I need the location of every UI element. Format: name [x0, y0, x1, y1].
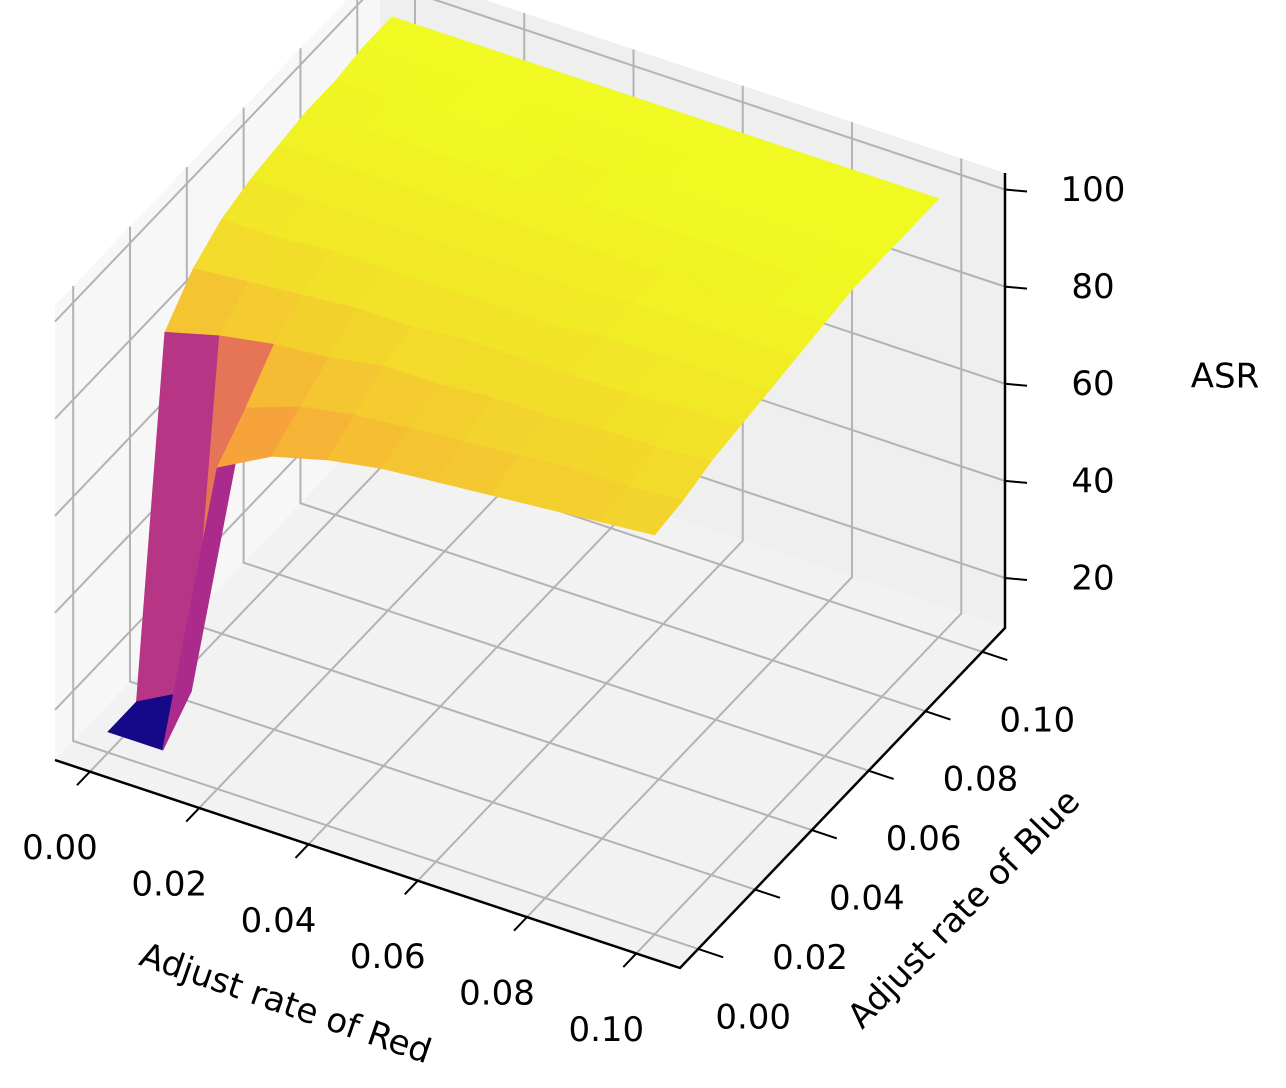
axis-line [54, 173, 1007, 970]
z-tick [1004, 285, 1028, 290]
z-tick-label: 100 [1061, 170, 1126, 210]
floor-pane [55, 420, 1005, 968]
y-tick-label: 0.04 [829, 879, 905, 919]
y-tick [697, 948, 724, 959]
z-tick-label: 80 [1071, 267, 1114, 307]
y-tick [811, 829, 838, 840]
y-tick-label: 0.08 [943, 760, 1019, 800]
z-tick [1004, 479, 1028, 484]
z-tick [1004, 188, 1028, 193]
y-tick [868, 769, 894, 780]
x-tick-label: 0.00 [22, 828, 98, 868]
x-tick-label: 0.10 [568, 1010, 644, 1050]
x-tick [404, 880, 419, 896]
surface [107, 16, 940, 751]
y-tick [981, 650, 1008, 662]
y-tick-label: 0.00 [715, 997, 791, 1037]
y-tick-label: 0.06 [886, 819, 962, 859]
x-tick [294, 843, 310, 859]
y-tick [925, 710, 951, 721]
y-tick-label: 0.10 [999, 700, 1075, 740]
grid-line [54, 0, 1006, 323]
x-tick [622, 952, 638, 968]
x-tick-label: 0.04 [241, 901, 317, 941]
x-tick-label: 0.02 [131, 865, 207, 905]
x-tick [76, 770, 91, 786]
y-tick-label: 0.02 [772, 938, 848, 978]
z-axis-label: ASR [1191, 357, 1259, 397]
x-tick-label: 0.08 [459, 974, 535, 1014]
grid-line [129, 226, 756, 891]
z-tick-label: 60 [1071, 364, 1114, 404]
grid-line [72, 285, 699, 950]
axes: 0.00 0.02 0.04 0.06 0.08 0.10 0.00 0.02 0.04 0.06… [22, 170, 1125, 1050]
z-tick [1004, 382, 1028, 387]
grid-line [635, 158, 963, 955]
x-tick [185, 807, 200, 823]
x-tick-label: 0.06 [350, 937, 426, 977]
z-tick [1004, 576, 1028, 581]
z-tick-label: 20 [1071, 558, 1114, 598]
x-tick [513, 916, 528, 932]
z-tick-label: 40 [1071, 461, 1114, 501]
surface-patch [598, 486, 684, 536]
y-tick [754, 888, 781, 899]
